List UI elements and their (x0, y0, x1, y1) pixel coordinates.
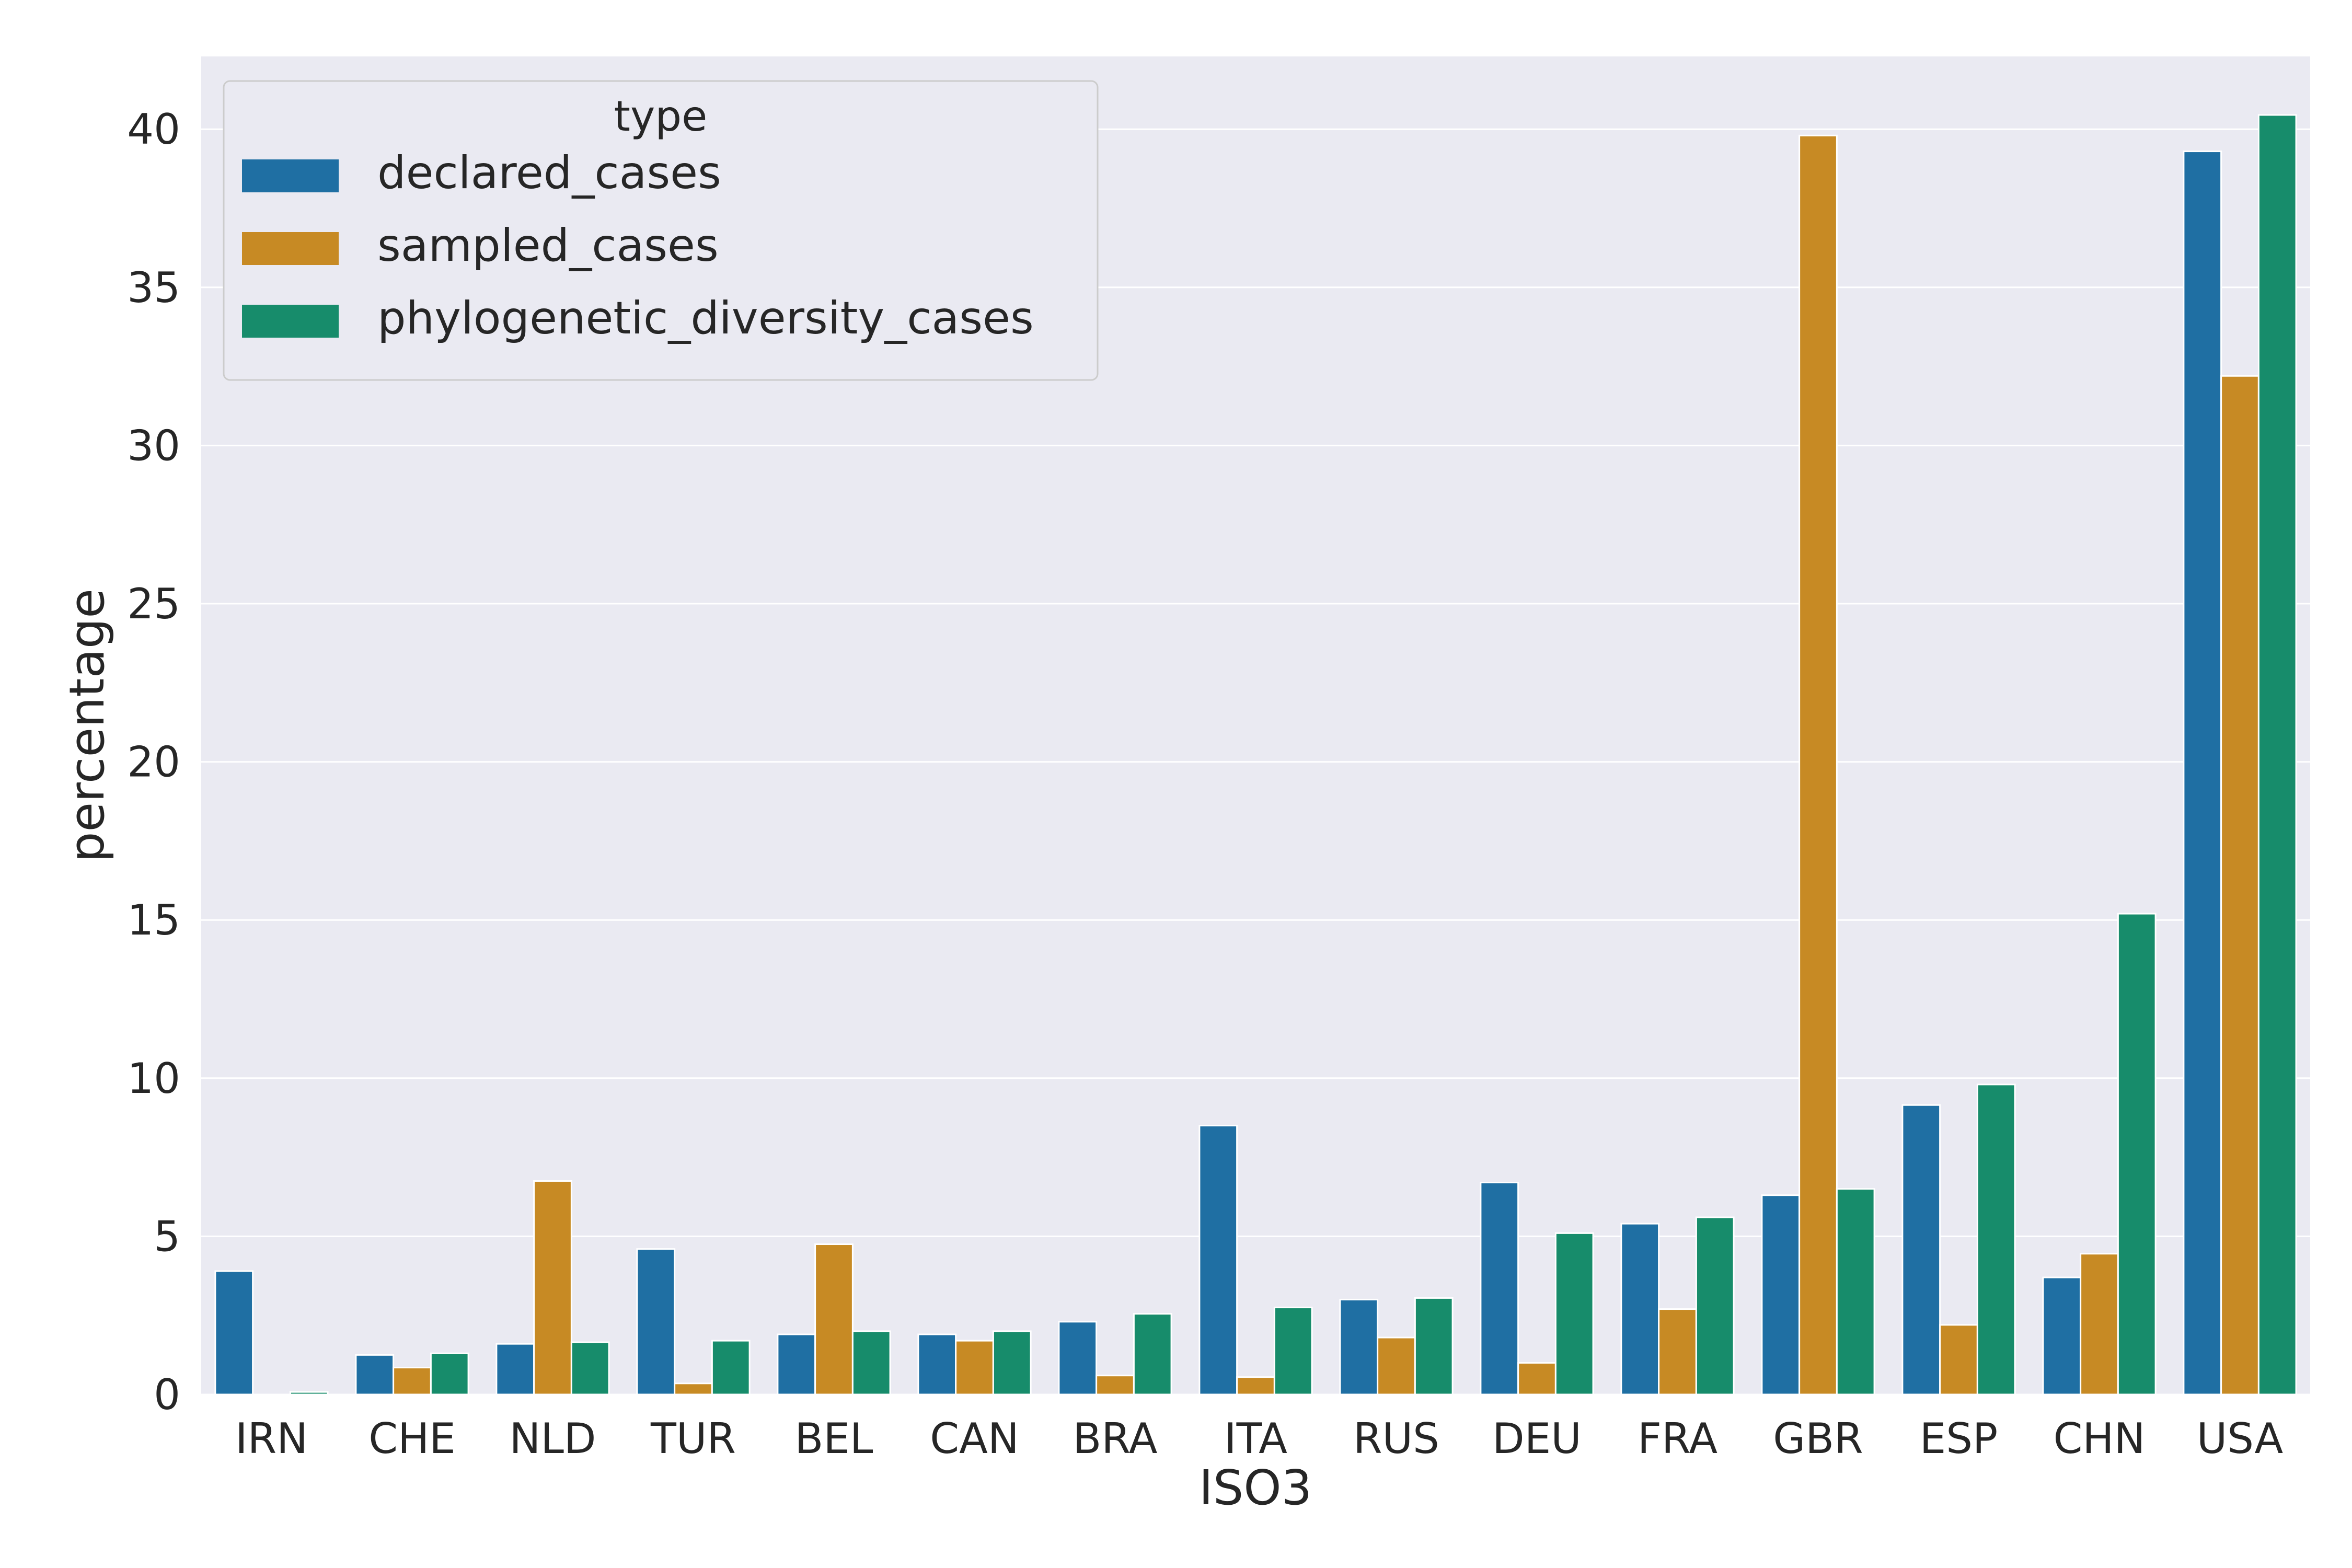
x-tick-label: DEU (1492, 1414, 1582, 1463)
legend-label: declared_cases (377, 147, 721, 199)
bar-fra-sampled-cases (1658, 1308, 1697, 1396)
x-tick-label: NLD (509, 1414, 596, 1463)
bar-chn-declared-cases (2042, 1276, 2082, 1396)
y-axis-label: percentage (59, 589, 115, 862)
y-tick-label: 15 (127, 896, 180, 944)
x-tick-label: BRA (1073, 1414, 1158, 1463)
legend-label: sampled_cases (377, 220, 719, 272)
bar-can-declared-cases (917, 1333, 957, 1396)
bar-bra-sampled-cases (1096, 1375, 1135, 1396)
bar-can-phylogenetic-diversity-cases (992, 1330, 1032, 1396)
bar-gbr-declared-cases (1761, 1194, 1801, 1396)
bar-gbr-phylogenetic-diversity-cases (1836, 1188, 1875, 1396)
bar-esp-declared-cases (1901, 1104, 1941, 1396)
legend-box (223, 80, 1099, 381)
bar-ita-sampled-cases (1236, 1376, 1275, 1396)
bar-deu-phylogenetic-diversity-cases (1554, 1232, 1594, 1396)
bar-bel-sampled-cases (814, 1243, 854, 1396)
y-tick-label: 20 (127, 738, 180, 787)
x-tick-label: CAN (930, 1414, 1019, 1463)
bars (214, 114, 2297, 1396)
y-tick-labels: 0 5 10 15 20 25 30 35 40 (127, 105, 180, 1419)
legend-swatch (242, 232, 339, 265)
x-tick-label: ITA (1224, 1414, 1287, 1463)
x-tick-label: ESP (1920, 1414, 1998, 1463)
bar-rus-sampled-cases (1377, 1336, 1416, 1396)
y-tick-label: 5 (154, 1212, 180, 1261)
bar-bra-phylogenetic-diversity-cases (1133, 1313, 1172, 1396)
bar-tur-phylogenetic-diversity-cases (711, 1340, 751, 1396)
y-tick-label: 10 (127, 1054, 180, 1103)
x-tick-label: CHN (2054, 1414, 2146, 1463)
legend-swatch (242, 305, 339, 338)
bar-bel-phylogenetic-diversity-cases (851, 1330, 891, 1396)
bar-esp-phylogenetic-diversity-cases (1976, 1083, 2016, 1396)
bar-rus-phylogenetic-diversity-cases (1414, 1297, 1454, 1396)
bar-usa-phylogenetic-diversity-cases (2257, 114, 2297, 1396)
x-tick-label: BEL (795, 1414, 873, 1463)
legend-entries: declared_cases sampled_cases phylogenetic_… (242, 147, 1034, 344)
y-tick-label: 40 (127, 105, 180, 154)
bar-fra-declared-cases (1620, 1223, 1660, 1396)
bar-nld-sampled-cases (533, 1180, 572, 1396)
x-tick-label: CHE (368, 1414, 456, 1463)
y-tick-label: 25 (127, 580, 180, 628)
legend-title: type (614, 92, 708, 141)
bar-rus-declared-cases (1339, 1298, 1379, 1396)
bar-deu-sampled-cases (1517, 1362, 1557, 1396)
bar-chn-phylogenetic-diversity-cases (2117, 913, 2157, 1396)
legend: type declared_cases sampled_cases phylogen… (223, 80, 1099, 381)
bar-bra-declared-cases (1058, 1321, 1098, 1396)
bar-nld-declared-cases (495, 1343, 535, 1396)
x-axis-label: ISO3 (1199, 1460, 1312, 1516)
x-tick-labels: IRN CHE NLD TUR BEL CAN BRA ITA RUS DEU FRA GBR ESP C… (235, 1414, 2284, 1463)
bar-ita-phylogenetic-diversity-cases (1273, 1307, 1313, 1396)
x-tick-label: RUS (1353, 1414, 1439, 1463)
legend-swatch (242, 159, 339, 192)
bar-bel-declared-cases (777, 1333, 816, 1396)
bar-tur-declared-cases (636, 1248, 676, 1396)
bar-che-declared-cases (355, 1354, 395, 1396)
bar-che-phylogenetic-diversity-cases (430, 1352, 469, 1396)
x-tick-label: IRN (235, 1414, 308, 1463)
bar-chn-sampled-cases (2080, 1253, 2119, 1396)
bar-irn-declared-cases (214, 1270, 254, 1396)
x-tick-label: GBR (1773, 1414, 1863, 1463)
y-tick-label: 35 (127, 263, 180, 312)
bar-nld-phylogenetic-diversity-cases (570, 1341, 610, 1396)
bar-fra-phylogenetic-diversity-cases (1695, 1216, 1735, 1396)
bar-irn-phylogenetic-diversity-cases (289, 1391, 329, 1396)
bar-esp-sampled-cases (1939, 1324, 1978, 1396)
y-tick-label: 0 (154, 1370, 180, 1419)
bar-can-sampled-cases (955, 1340, 994, 1396)
x-tick-label: USA (2197, 1414, 2284, 1463)
x-tick-label: FRA (1638, 1414, 1717, 1463)
bar-tur-sampled-cases (674, 1382, 713, 1396)
bar-che-sampled-cases (393, 1367, 432, 1396)
y-tick-label: 30 (127, 421, 180, 470)
bar-gbr-sampled-cases (1798, 134, 1838, 1396)
bar-ita-declared-cases (1198, 1125, 1238, 1396)
bar-deu-declared-cases (1480, 1182, 1519, 1396)
legend-label: phylogenetic_diversity_cases (377, 292, 1034, 344)
bar-usa-declared-cases (2183, 151, 2222, 1396)
x-tick-label: TUR (650, 1414, 736, 1463)
bar-usa-sampled-cases (2220, 375, 2259, 1396)
